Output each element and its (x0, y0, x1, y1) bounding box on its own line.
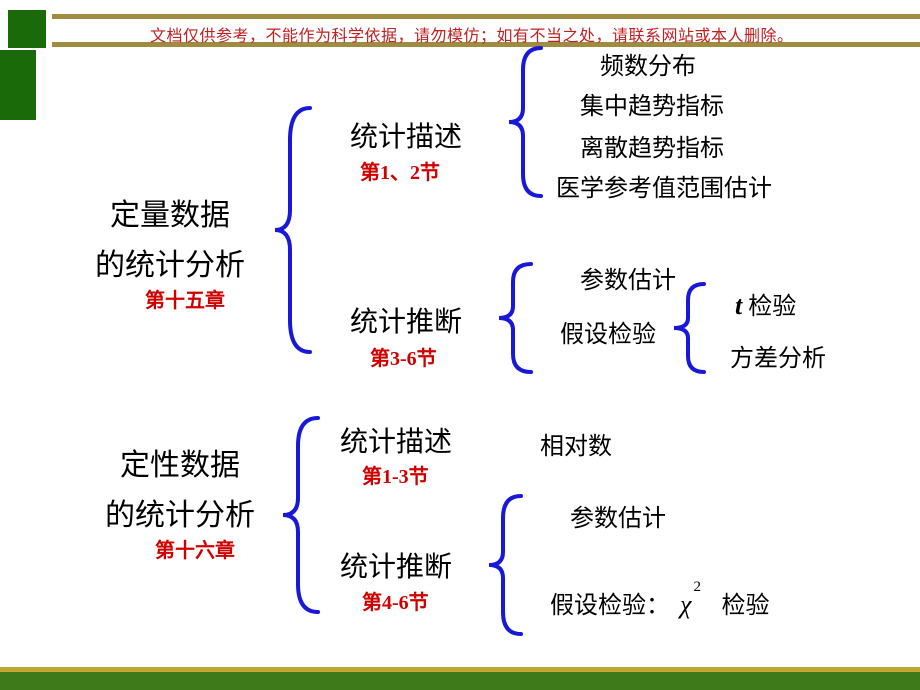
section1-hyp-item-1: 方差分析 (730, 338, 826, 373)
section2-desc-label: 统计描述 (340, 420, 452, 460)
header-gold-band-1 (52, 14, 920, 19)
section1-desc-item-1: 集中趋势指标 (580, 86, 724, 121)
section2-title-line2: 的统计分析 (105, 490, 255, 534)
section2-chapter: 第十六章 (155, 534, 235, 563)
section1-desc-item-3: 医学参考值范围估计 (556, 168, 772, 203)
section2-infer-sections: 第4-6节 (362, 586, 429, 615)
t-symbol: t (735, 291, 742, 320)
section1-hyp-item-0: t 检验 (735, 286, 796, 321)
footer-gold-band (0, 667, 920, 672)
section1-chapter: 第十五章 (145, 284, 225, 313)
section2-hyp-row: 假设检验： χ2 检验 (550, 585, 769, 620)
chi: χ (680, 590, 691, 619)
brace-section2-infer (485, 490, 535, 640)
section1-title-line1: 定量数据 (110, 190, 230, 234)
section1-infer-sections: 第3-6节 (370, 342, 437, 371)
left-green-block (0, 50, 36, 120)
chi-square-symbol: χ2 (680, 590, 705, 619)
header-green-square (8, 10, 46, 48)
disclaimer-text: 文档仅供参考，不能作为科学依据，请勿模仿；如有不当之处，请联系网站或本人删除。 (150, 22, 794, 46)
t-test-label: 检验 (748, 294, 796, 320)
section1-desc-item-0: 频数分布 (600, 46, 696, 81)
section1-desc-sections: 第1、2节 (360, 156, 440, 185)
footer-bar (0, 672, 920, 690)
section2-title-line1: 定性数据 (120, 440, 240, 484)
brace-section2-root (278, 410, 338, 620)
brace-section1-hyp (670, 278, 720, 378)
section1-desc-item-2: 离散趋势指标 (580, 128, 724, 163)
brace-section1-desc (505, 42, 555, 202)
brace-section1-infer (495, 258, 545, 378)
section1-desc-label: 统计描述 (350, 115, 462, 155)
section1-infer-label: 统计推断 (350, 300, 462, 340)
section2-hyp-label: 假设检验： (550, 593, 670, 619)
section2-desc-sections: 第1-3节 (362, 460, 429, 489)
section2-hyp-suffix: 检验 (721, 593, 769, 619)
brace-section1-root (270, 100, 330, 360)
section1-infer-item-0: 参数估计 (580, 260, 676, 295)
section2-infer-label: 统计推断 (340, 545, 452, 585)
section2-desc-item: 相对数 (540, 426, 612, 461)
section2-infer-item-0: 参数估计 (570, 498, 666, 533)
chi-sup: 2 (693, 579, 701, 595)
section1-infer-item-1: 假设检验 (560, 314, 656, 349)
section1-title-line2: 的统计分析 (95, 240, 245, 284)
